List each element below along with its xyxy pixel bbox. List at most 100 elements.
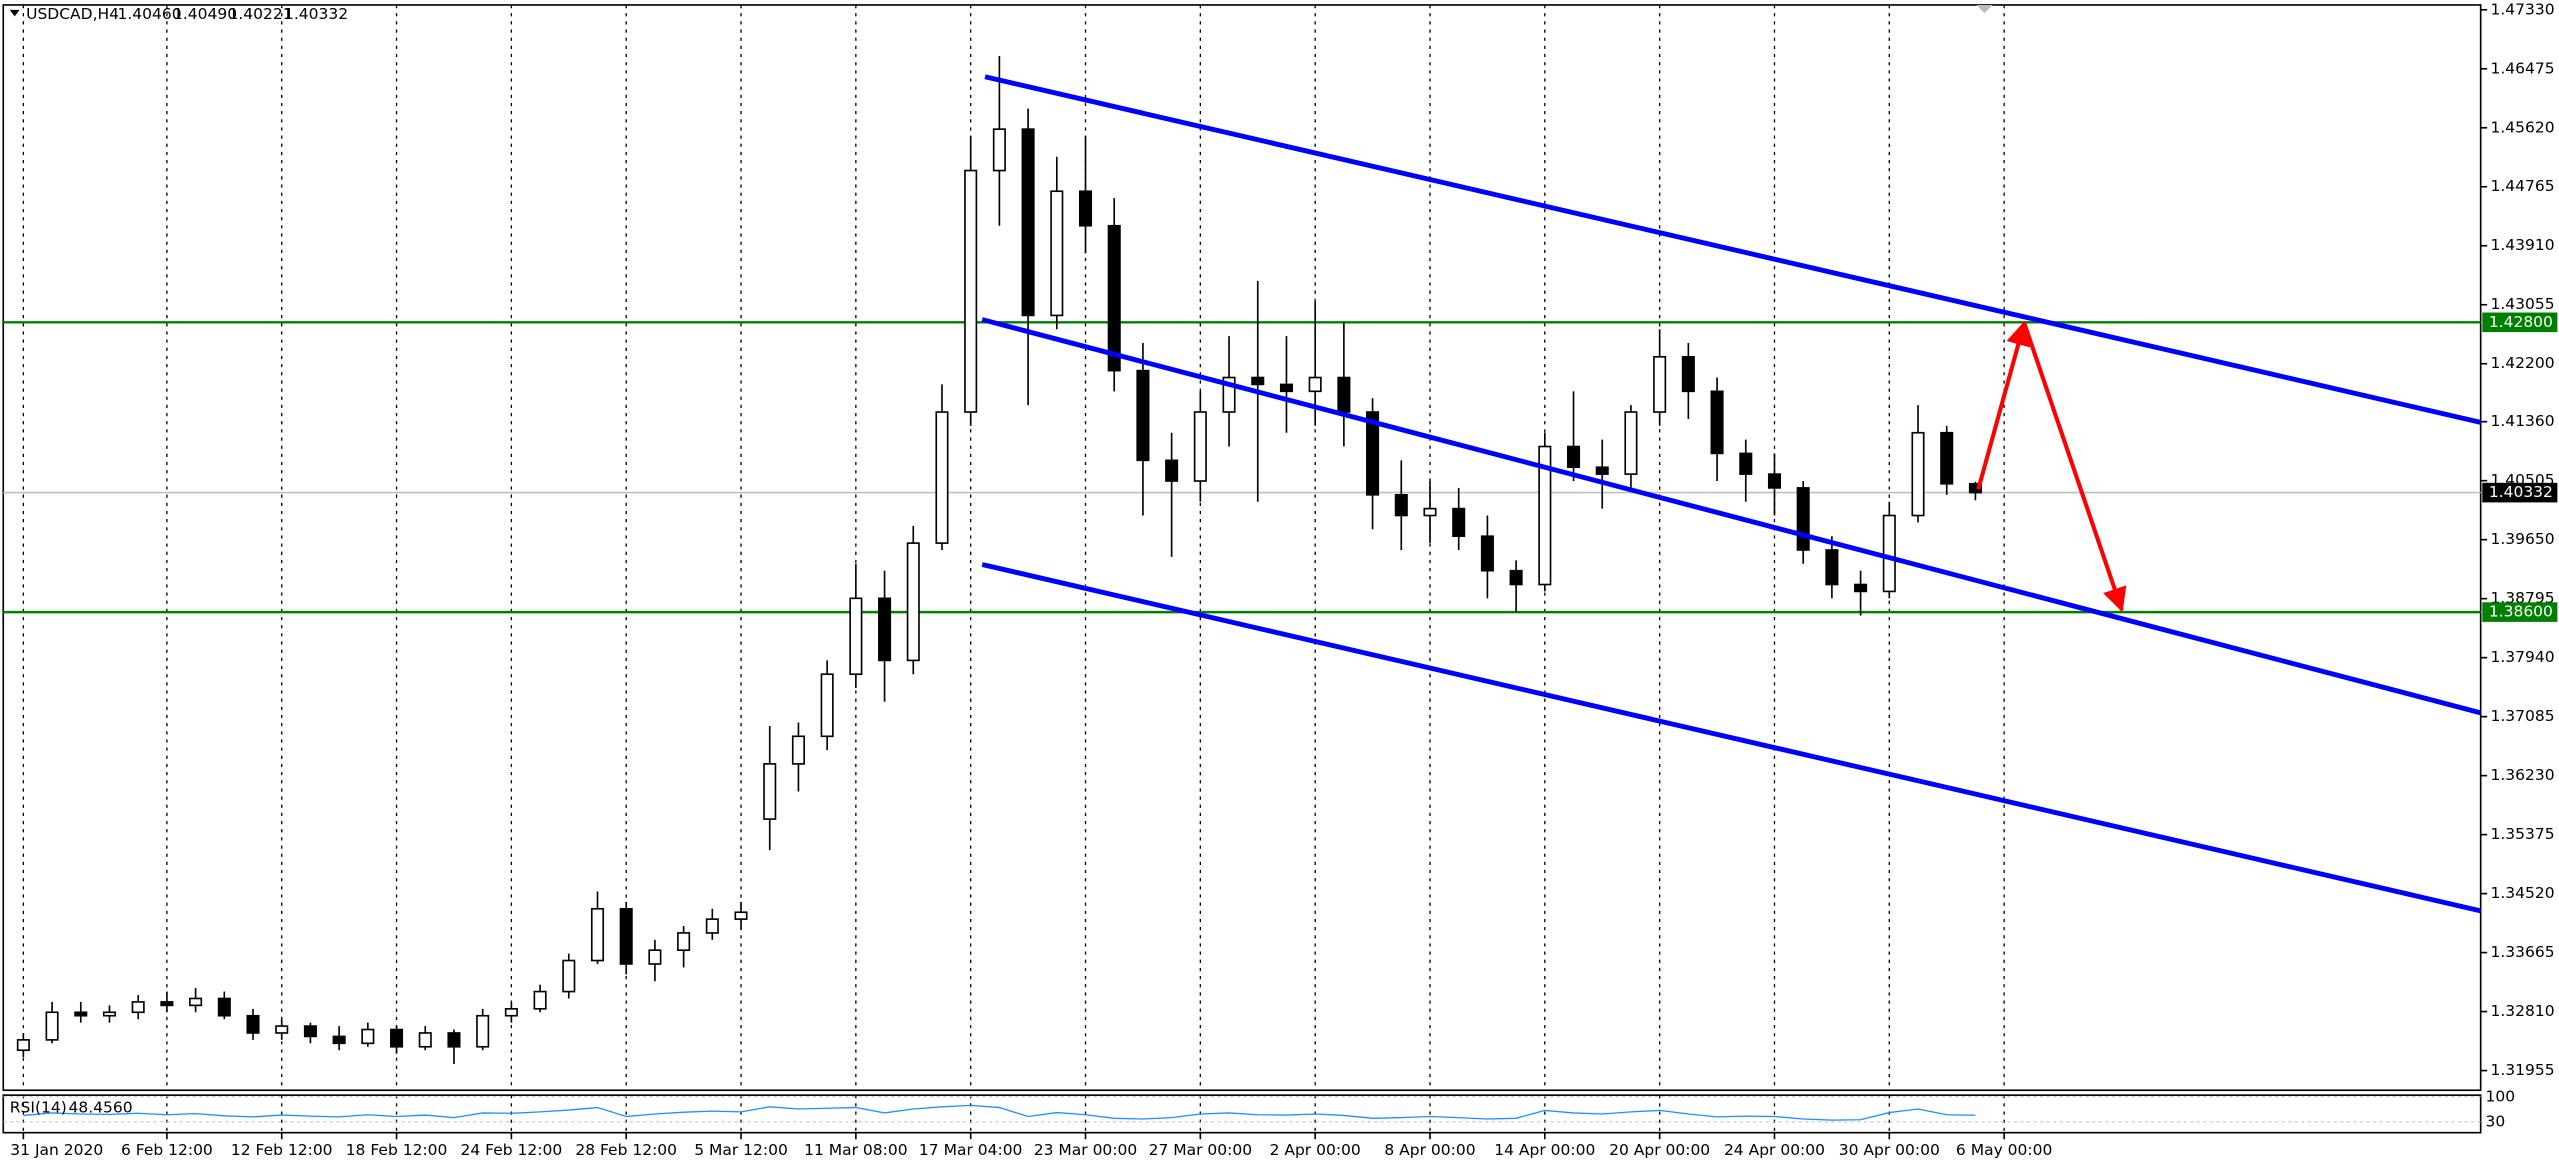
y-tick-label: 1.44765 (2490, 177, 2554, 195)
x-tick-label: 23 Mar 00:00 (1034, 1141, 1138, 1159)
x-tick-label: 20 Apr 00:00 (1609, 1141, 1710, 1159)
forecast-arrow (1976, 320, 2031, 490)
candle-body (1825, 549, 1839, 586)
candle-body (1021, 128, 1035, 317)
candle-body (1480, 535, 1494, 572)
level-label: 1.38600 (2489, 603, 2553, 621)
level-label-box (2482, 602, 2558, 622)
candle-body (763, 763, 777, 820)
candle-body (562, 959, 576, 993)
candle-body (1251, 376, 1265, 386)
x-tick-label: 14 Apr 00:00 (1494, 1141, 1595, 1159)
y-tick-label: 1.39650 (2490, 530, 2554, 548)
candle-body (1653, 356, 1667, 413)
candle-body (189, 997, 203, 1007)
y-tick-label: 1.33665 (2490, 943, 2554, 961)
main-pane-frame (2, 4, 2482, 1092)
candle-body (1337, 376, 1351, 413)
candle-body (1193, 411, 1207, 482)
trend-line (981, 562, 2482, 914)
x-tick-label: 17 Mar 04:00 (919, 1141, 1023, 1159)
candle-body (476, 1014, 490, 1048)
rsi-tick-label: 100 (2486, 1087, 2516, 1105)
quote-value: 1.40460 (118, 5, 182, 23)
candle-body (1452, 507, 1466, 538)
candle-body (361, 1028, 375, 1045)
candle-body (1566, 445, 1581, 469)
forecast-arrow (2022, 322, 2127, 613)
candle-body (131, 1001, 145, 1014)
y-tick-label: 1.45620 (2490, 118, 2554, 136)
y-tick-label: 1.34520 (2490, 884, 2554, 902)
candle-body (1767, 473, 1782, 489)
rsi-value: 48.4560 (69, 1099, 133, 1117)
candle-body (45, 1011, 59, 1041)
candle-body (1222, 376, 1236, 413)
candle-body (1624, 411, 1638, 475)
candle-body (1940, 431, 1954, 485)
plot-layer (3, 4, 2482, 1133)
candle-body (992, 128, 1006, 172)
candle-body (935, 411, 949, 544)
x-tick-label: 11 Mar 08:00 (804, 1141, 908, 1159)
candle-body (619, 907, 633, 965)
candle-body (246, 1014, 260, 1034)
y-tick-label: 1.42200 (2490, 354, 2554, 372)
candle-body (1796, 487, 1810, 551)
candle-body (390, 1028, 404, 1048)
x-tick-label: 31 Jan 2020 (10, 1141, 103, 1159)
candle-body (160, 1001, 174, 1007)
rsi-line (23, 1104, 1976, 1121)
candle-body (820, 673, 834, 738)
candle-body (447, 1032, 461, 1048)
rsi-tick-label: 30 (2486, 1112, 2506, 1130)
candle-body (1165, 459, 1179, 482)
quote-value: 1.40221 (228, 5, 292, 23)
candle-body (1882, 514, 1896, 593)
candle-body (1968, 482, 1982, 494)
y-tick-label: 1.43055 (2490, 295, 2554, 313)
candle-body (504, 1008, 518, 1017)
candle-body (1423, 507, 1437, 517)
candle-body (1136, 369, 1150, 462)
candle-body (1595, 466, 1609, 475)
y-tick-label: 1.41360 (2490, 412, 2554, 430)
candle-body (102, 1011, 117, 1017)
y-tick-label: 1.46475 (2490, 59, 2554, 77)
candle-body (1710, 390, 1724, 455)
quote-value: 1.40490 (173, 5, 237, 23)
y-tick-label: 1.37940 (2490, 648, 2554, 666)
level-label: 1.42800 (2489, 313, 2553, 331)
last-price-label: 1.40332 (2489, 483, 2553, 501)
candle-body (964, 169, 978, 413)
y-tick-label: 1.35375 (2490, 825, 2554, 843)
candle-body (1279, 383, 1293, 393)
y-tick-label: 1.36230 (2490, 766, 2554, 784)
candle-body (303, 1025, 317, 1038)
y-tick-label: 1.47330 (2490, 0, 2554, 18)
level-label-box (2482, 312, 2558, 333)
candle-body (418, 1032, 432, 1048)
candle-body (1050, 190, 1064, 317)
menu-arrow (9, 9, 20, 17)
candle-body (878, 597, 892, 662)
last-price-box (2482, 482, 2558, 503)
quote-value: 1.40332 (284, 5, 348, 23)
x-tick-label: 8 Apr 00:00 (1384, 1141, 1475, 1159)
candle-body (906, 542, 920, 662)
candle-body (791, 735, 805, 765)
candle-body (1366, 411, 1380, 496)
candle-body (332, 1035, 346, 1045)
x-tick-label: 12 Feb 12:00 (231, 1141, 333, 1159)
candle-body (1107, 224, 1121, 372)
candle-body (1538, 445, 1552, 586)
x-tick-label: 30 Apr 00:00 (1839, 1141, 1940, 1159)
candle-body (590, 907, 605, 962)
candle-body (1078, 190, 1093, 227)
candle-body (849, 597, 863, 676)
candle-body (705, 918, 719, 934)
candle-body (1739, 452, 1753, 475)
x-tick-label: 18 Feb 12:00 (346, 1141, 448, 1159)
